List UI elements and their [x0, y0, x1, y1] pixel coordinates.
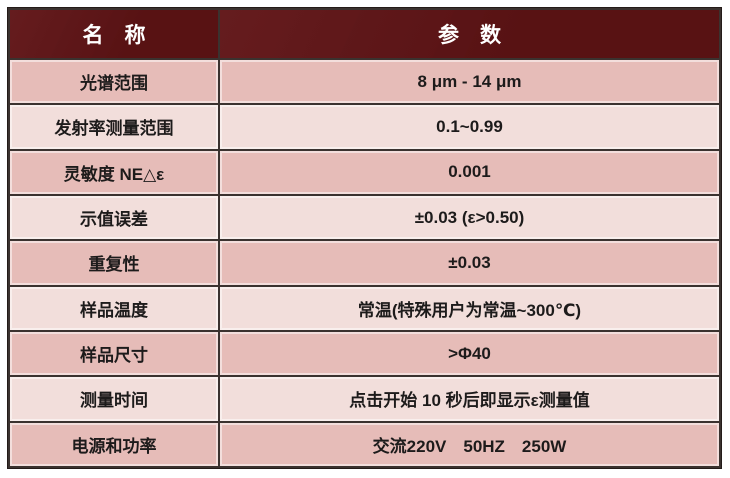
table-header-row: 名 称 参 数 — [8, 8, 721, 60]
spec-value: ±0.03 — [218, 239, 721, 287]
spec-table-container: 名 称 参 数 光谱范围 8 μm - 14 μm 发射率测量范围 0.1~0.… — [7, 7, 722, 469]
spec-value: >Φ40 — [218, 329, 721, 378]
table-row: 电源和功率 交流220V 50HZ 250W — [8, 420, 721, 469]
spec-value: 常温(特殊用户为常温~300℃) — [218, 284, 721, 332]
spec-value: 0.001 — [218, 148, 721, 196]
table-row: 样品温度 常温(特殊用户为常温~300℃) — [8, 284, 721, 332]
header-cell-param: 参 数 — [218, 8, 721, 60]
table-row: 样品尺寸 >Φ40 — [8, 329, 721, 378]
spec-value: ±0.03 (ε>0.50) — [218, 193, 721, 242]
table-row: 灵敏度 NE△ε 0.001 — [8, 148, 721, 196]
table-row: 光谱范围 8 μm - 14 μm — [8, 57, 721, 106]
spec-name: 示值误差 — [8, 193, 220, 242]
spec-name: 测量时间 — [8, 375, 220, 423]
spec-name: 发射率测量范围 — [8, 103, 220, 151]
spec-name: 重复性 — [8, 239, 220, 287]
table-row: 示值误差 ±0.03 (ε>0.50) — [8, 193, 721, 242]
spec-name: 灵敏度 NE△ε — [8, 148, 220, 196]
table-row: 发射率测量范围 0.1~0.99 — [8, 103, 721, 151]
spec-value: 8 μm - 14 μm — [218, 57, 721, 106]
spec-table: 名 称 参 数 光谱范围 8 μm - 14 μm 发射率测量范围 0.1~0.… — [8, 8, 721, 469]
spec-name: 光谱范围 — [8, 57, 220, 106]
spec-value: 交流220V 50HZ 250W — [218, 420, 721, 469]
header-cell-name: 名 称 — [8, 8, 220, 60]
table-row: 测量时间 点击开始 10 秒后即显示ε测量值 — [8, 375, 721, 423]
spec-value: 0.1~0.99 — [218, 103, 721, 151]
spec-name: 样品温度 — [8, 284, 220, 332]
table-row: 重复性 ±0.03 — [8, 239, 721, 287]
spec-value: 点击开始 10 秒后即显示ε测量值 — [218, 375, 721, 423]
spec-name: 样品尺寸 — [8, 329, 220, 378]
spec-name: 电源和功率 — [8, 420, 220, 469]
